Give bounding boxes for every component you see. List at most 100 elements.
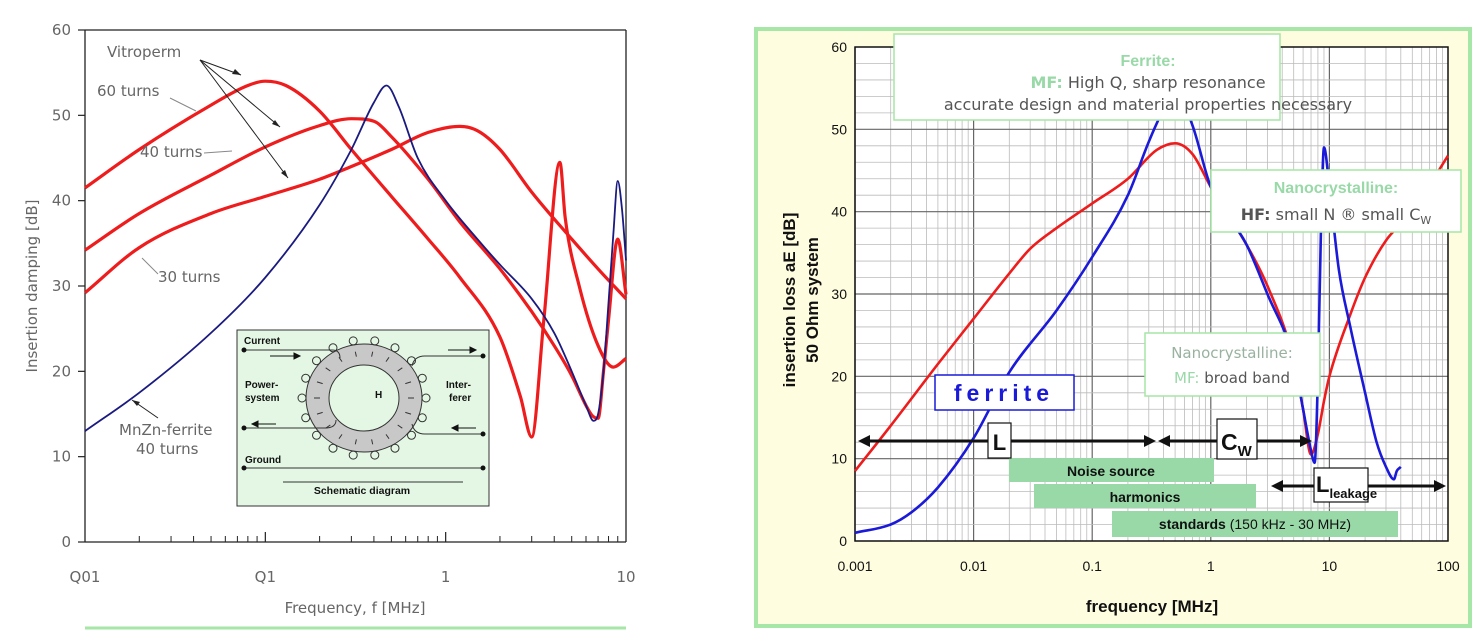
left-y-tick-label: 30: [52, 277, 71, 295]
left-series-line: [84, 79, 627, 439]
coil-winding: [312, 430, 321, 440]
bands: Noise source harmonics standards (150 kH…: [1009, 458, 1398, 537]
leader-vitroperm-2: [199, 59, 281, 128]
ferrite-box-line2: accurate design and material properties …: [944, 95, 1352, 114]
terminal: [480, 431, 486, 437]
inset-ground-label: Ground: [245, 455, 281, 466]
right-x-tick-label: 10: [1322, 558, 1338, 574]
coil-flux-tick: [405, 411, 412, 415]
wire-in-bottom: [244, 419, 337, 429]
right-y-tick-label: 50: [831, 121, 847, 137]
right-y-tick-label: 10: [831, 451, 847, 467]
right-chart: 0 10 20 30 40 50 60 0.001 0.01 0.1 1 10 100 Noise so…: [754, 27, 1472, 628]
left-x-tick-label: Q1: [255, 568, 276, 586]
left-y-tick-label: 0: [61, 533, 71, 551]
inset-power-label: Power-: [245, 380, 278, 391]
CW-label-box: [1216, 418, 1258, 460]
current-arrow-3: [250, 420, 276, 428]
coil-flux-tick: [371, 439, 374, 445]
coil-flux-tick: [354, 439, 357, 445]
left-chart: 0 10 20 30 40 50 60 Q01 Q1 1 10 Frequency, f [MHz]…: [23, 21, 636, 630]
nano-mf-box-line: MF: broad band: [1174, 369, 1290, 387]
inset-h-label: H: [375, 390, 382, 401]
L-label: L: [993, 430, 1006, 455]
annotation-mnzn-ferrite: MnZn-ferrite: [119, 421, 213, 439]
coil-winding: [297, 393, 307, 403]
nano-hf-annotation-box: [1210, 169, 1462, 233]
annotation-vitroperm: Vitroperm: [107, 43, 181, 61]
left-y-tick-label: 20: [52, 362, 71, 380]
L-label-box: [987, 422, 1012, 459]
left-series-line: [83, 124, 628, 300]
leader-vitroperm-2-arrow: [272, 120, 280, 127]
coil-flux-tick: [385, 434, 390, 439]
coil-winding: [348, 336, 358, 346]
coil-flux-tick: [338, 357, 343, 362]
range-arrows: L CW Lleakage: [858, 418, 1446, 503]
Lleak-label: Lleakage: [1316, 472, 1377, 501]
annotation-40-turns: 40 turns: [140, 143, 203, 161]
terminal: [241, 465, 247, 471]
coil-flux-tick: [405, 381, 412, 385]
terminal: [480, 353, 486, 359]
schematic-inset: Current Power- system Inter- ferer H Gro…: [236, 329, 490, 507]
right-y-tick-label: 40: [831, 204, 847, 220]
ferrite-curve-label: ferrite: [954, 380, 1054, 406]
left-series-line: [84, 84, 627, 432]
right-x-tick-label: 1: [1207, 558, 1215, 574]
ferrite-box-title: Ferrite:: [1120, 53, 1175, 70]
annotation-30-turns: 30 turns: [158, 268, 221, 286]
harmonics-label: harmonics: [1110, 489, 1181, 505]
nano-hf-box-title: Nanocrystalline:: [1274, 180, 1398, 197]
inset-caption: Schematic diagram: [314, 485, 410, 497]
coil-flux-tick: [325, 367, 331, 372]
leader-40-turns: [203, 150, 233, 154]
coil-flux-tick: [354, 351, 357, 357]
right-y-axis-label-1: insertion loss aE [dB]: [780, 213, 799, 388]
right-y-tick-label: 20: [831, 368, 847, 384]
CW-label: CW: [1221, 429, 1253, 460]
wire-out-bottom: [411, 423, 483, 435]
coil-winding: [370, 336, 380, 346]
coil-winding: [417, 373, 427, 383]
coil-flux-tick: [385, 357, 390, 362]
toroid-hole: [328, 364, 400, 432]
coil-winding: [312, 356, 321, 366]
nano-mf-box-title: Nanocrystalline:: [1171, 344, 1293, 362]
coil-flux-tick: [397, 424, 403, 429]
coil-flux-tick: [371, 351, 374, 357]
inset-inter-label: Inter-: [446, 380, 471, 391]
right-x-tick-label: 0.001: [837, 558, 872, 574]
coil-flux-tick: [397, 367, 403, 372]
left-y-tick-label: 50: [52, 106, 71, 124]
coil-flux-tick: [316, 411, 323, 415]
coil-winding: [407, 356, 416, 366]
noise-source-band: [1009, 458, 1214, 482]
leader-mnzn-arrow: [132, 400, 140, 406]
coil-winding: [421, 393, 431, 403]
left-x-tick-label: 10: [616, 568, 635, 586]
Lleak-label-box: [1313, 467, 1369, 503]
left-x-axis-label: Frequency, f [MHz]: [285, 599, 426, 617]
right-x-tick-label: 0.01: [960, 558, 987, 574]
coil-winding: [328, 343, 338, 353]
coil-winding: [348, 450, 358, 460]
annotation-60-turns: 60 turns: [97, 82, 160, 100]
terminal: [241, 347, 247, 353]
right-x-tick-label: 0.1: [1082, 558, 1102, 574]
coil-winding: [328, 443, 338, 453]
current-arrow-2: [448, 346, 478, 354]
right-y-tick-label: 30: [831, 286, 847, 302]
current-arrow-1: [270, 352, 302, 360]
wire-in-top: [244, 349, 341, 359]
terminal: [241, 425, 247, 431]
leader-vitroperm-3-arrow: [281, 170, 288, 178]
coil-winding: [407, 430, 416, 440]
leader-30-turns: [141, 257, 159, 275]
coil-winding: [301, 373, 311, 383]
coil-flux-tick: [338, 434, 343, 439]
leader-vitroperm-1-arrow: [232, 69, 241, 75]
leader-vitroperm-3: [199, 59, 289, 179]
harmonics-band: [1034, 484, 1256, 508]
